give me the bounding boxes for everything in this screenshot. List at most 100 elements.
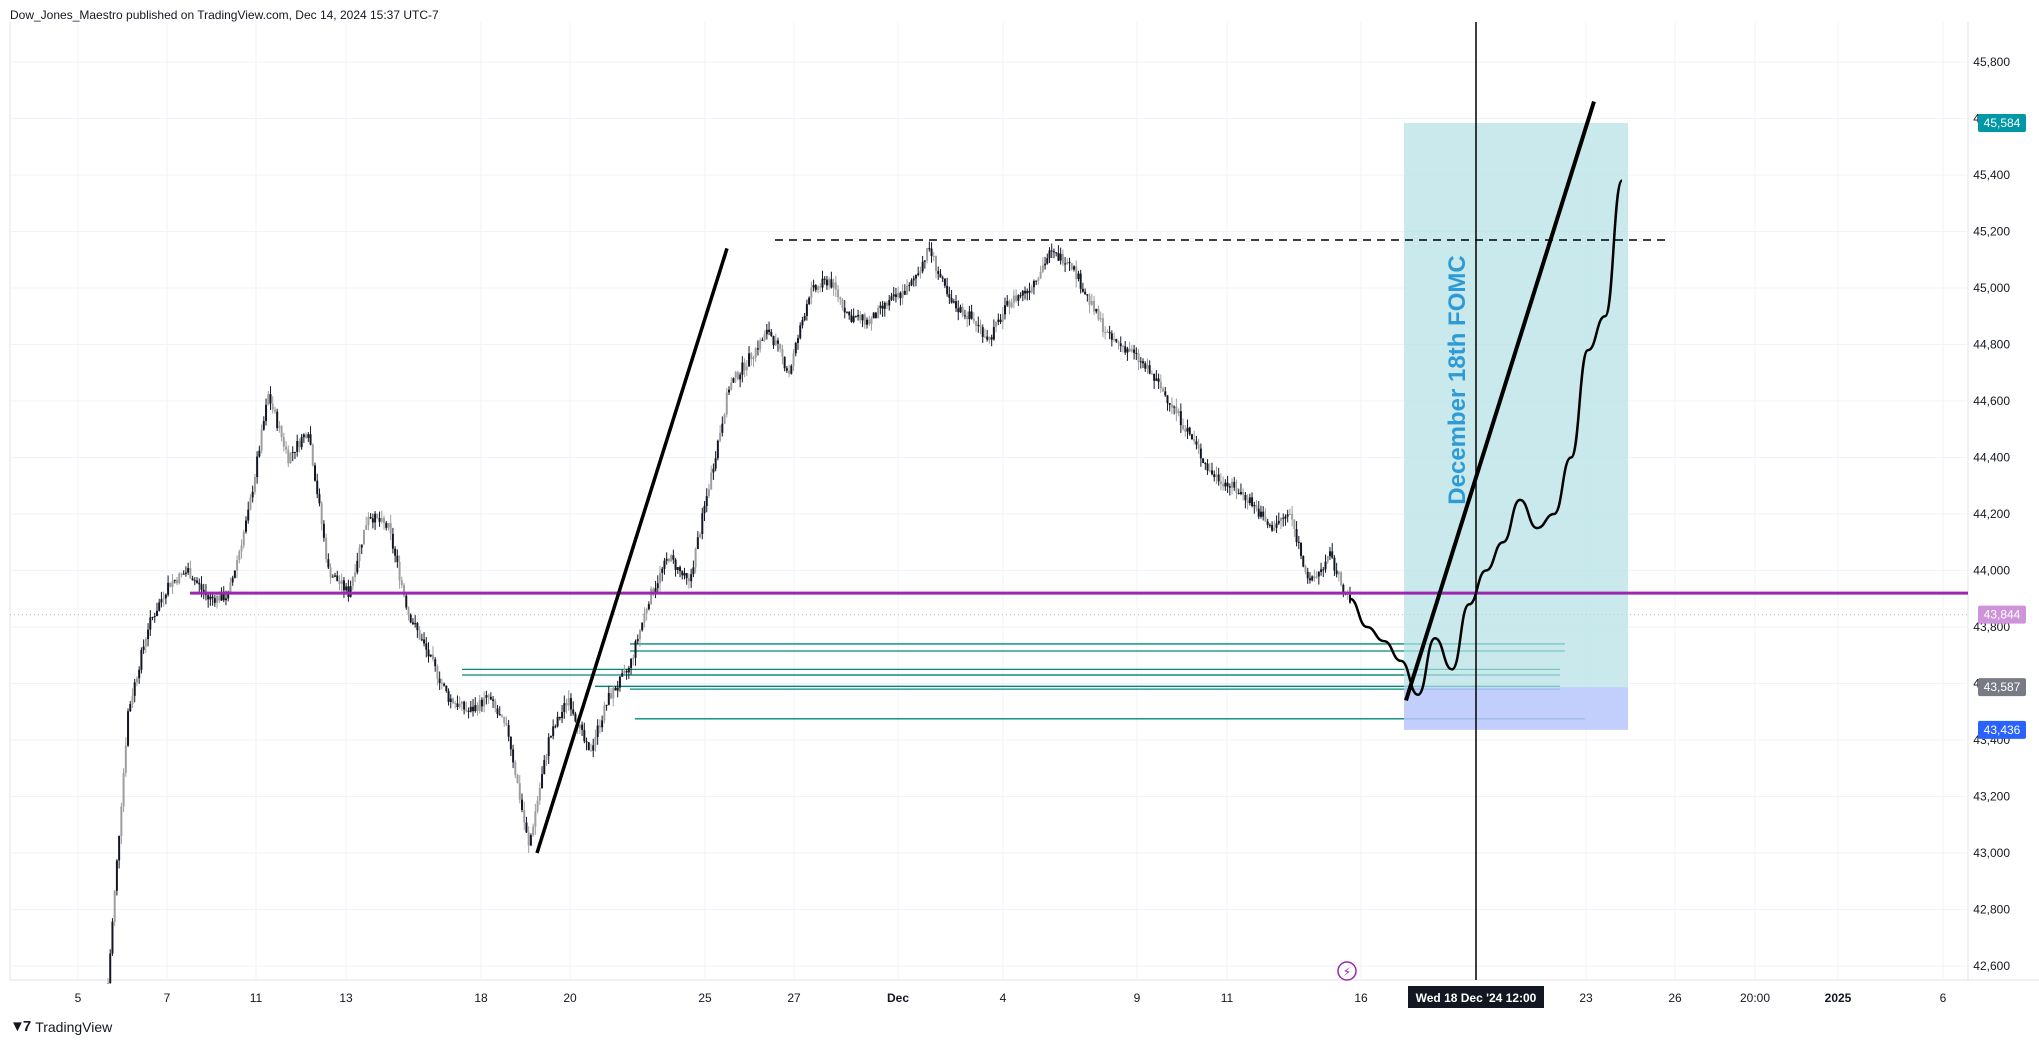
candle-body [1280, 517, 1282, 521]
candle-body [817, 286, 820, 290]
candle-body [1057, 253, 1060, 261]
candle-body [367, 517, 370, 526]
candle-body [612, 687, 615, 699]
candle-body [1242, 491, 1245, 496]
candle-body [1010, 302, 1013, 308]
lightning-icon-glyph: ⚡ [1343, 965, 1351, 979]
candle-body [354, 572, 357, 577]
time-tick-label: 11 [1221, 991, 1234, 1005]
candle-body [189, 568, 192, 579]
candle-body [1337, 572, 1340, 575]
candle-body [209, 596, 212, 600]
candle-body [311, 444, 314, 466]
candle-body [799, 325, 802, 339]
candle-body [127, 711, 130, 746]
candle-body [409, 614, 412, 623]
candle-body [440, 683, 443, 685]
candle-body [349, 586, 352, 597]
candle-body [839, 297, 842, 300]
candle-body [1322, 569, 1325, 571]
candle-body [636, 639, 639, 642]
candle-body [512, 749, 515, 763]
candle-body [1128, 348, 1131, 352]
candle-body [823, 278, 826, 280]
candle-body [527, 832, 530, 846]
candle-body [1300, 542, 1303, 556]
candle-body [1017, 295, 1020, 301]
candle-body [1066, 262, 1069, 265]
candle-body [1331, 551, 1334, 558]
candle-body [231, 577, 234, 583]
candle-body [1179, 411, 1182, 426]
candle-body [155, 610, 158, 617]
candle-body [670, 555, 673, 562]
candle-body [258, 450, 261, 457]
candle-body [414, 623, 417, 625]
candle-body [790, 365, 793, 374]
candle-body [391, 533, 394, 549]
candle-body [458, 703, 461, 707]
candle-body [1262, 511, 1265, 517]
candle-body [300, 437, 303, 448]
candle-body [581, 724, 584, 730]
candle-body [854, 316, 857, 318]
candle-body [383, 518, 385, 524]
candle-body [222, 591, 225, 601]
candle-body [184, 572, 187, 574]
candle-body [249, 497, 252, 510]
time-tick-label: 25 [698, 991, 712, 1005]
candle-body [425, 643, 428, 650]
candle-body [158, 602, 161, 611]
candle-body [1211, 470, 1213, 475]
candle-body [369, 517, 372, 519]
candle-body [253, 476, 256, 492]
candle-body [322, 523, 325, 538]
candle-body [1237, 493, 1240, 495]
candle-body [765, 329, 768, 335]
candle-body [296, 441, 299, 452]
candle-body [180, 573, 183, 575]
candle-body [1064, 263, 1067, 265]
candle-body [260, 429, 263, 451]
candle-body [1306, 571, 1309, 579]
candle-body [1113, 338, 1116, 340]
candle-body [492, 699, 495, 701]
time-tick-label: 4 [1000, 991, 1007, 1005]
candle-body [948, 294, 951, 298]
candle-body [868, 319, 871, 325]
candle-body [456, 703, 459, 707]
candle-body [834, 282, 837, 290]
candle-body [883, 302, 886, 309]
candle-body [598, 725, 601, 728]
candle-body [509, 736, 512, 750]
candle-body [394, 548, 397, 556]
candle-body [429, 654, 432, 657]
candle-body [1311, 576, 1314, 581]
candle-body [647, 604, 650, 610]
footer-brand[interactable]: TradingView [35, 1018, 113, 1035]
candle-body [741, 362, 744, 375]
candle-body [356, 560, 359, 573]
candle-body [837, 289, 840, 298]
time-tick-label: 20:00 [1740, 991, 1770, 1005]
candle-body [935, 256, 937, 271]
entry-price-label: 43,587 [1984, 680, 2021, 694]
candle-body [138, 669, 141, 679]
candle-body [1168, 403, 1171, 405]
candle-body [543, 760, 546, 775]
candle-body [273, 409, 276, 412]
time-axis: 5 7 11 13 18 20 25 27 Dec 4 9 11 16 23 26 20:00 2025 6Wed… [75, 986, 1947, 1008]
candle-body [859, 314, 862, 321]
candle-body [710, 472, 713, 490]
candle-body [970, 311, 973, 319]
candles [107, 241, 1351, 985]
candle-body [1026, 290, 1029, 294]
candle-body [320, 503, 323, 524]
candle-body [1012, 295, 1015, 303]
candle-body [1324, 561, 1327, 570]
candle-body [405, 595, 408, 608]
candle-body [467, 710, 470, 712]
target-price-badge [1978, 114, 2026, 133]
candle-body [886, 302, 889, 306]
